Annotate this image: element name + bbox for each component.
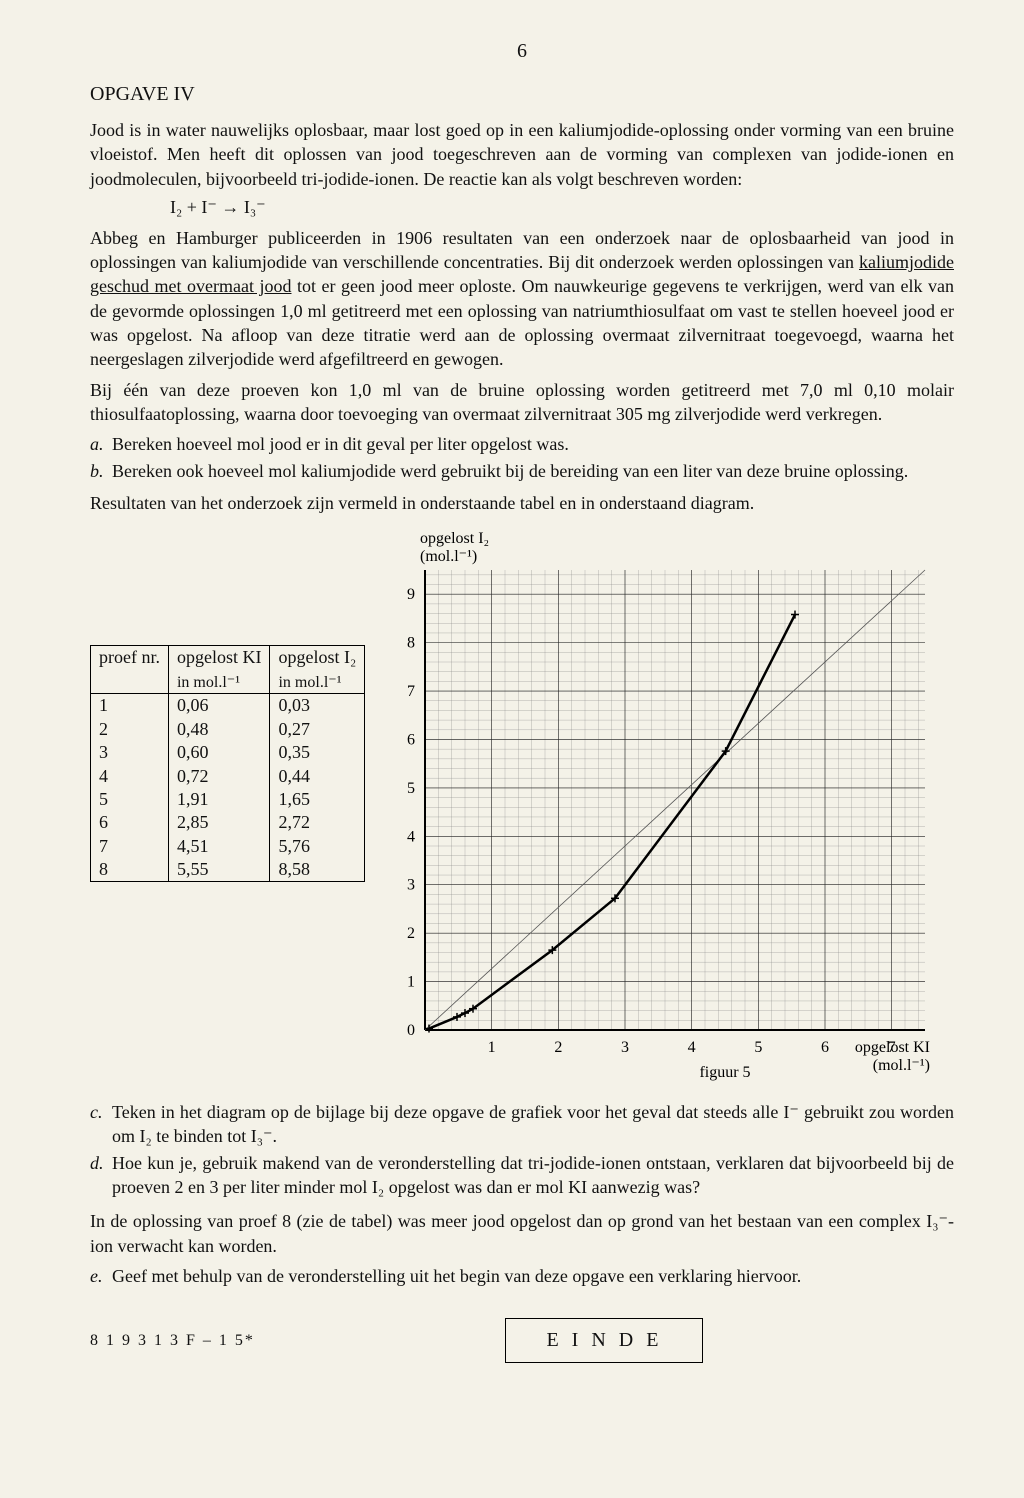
table-cell: 5,55 [168, 858, 270, 882]
question-e-text: Geef met behulp van de veronderstelling … [112, 1264, 954, 1288]
svg-text:1: 1 [407, 974, 415, 991]
table-cell: 0,06 [168, 694, 270, 718]
intro-paragraph-3: Bij één van deze proeven kon 1,0 ml van … [90, 378, 954, 427]
page: 6 OPGAVE IV Jood is in water nauwelijks … [0, 0, 1024, 1498]
para2a: Abbeg en Hamburger publiceerden in 1906 … [90, 228, 954, 272]
data-table: proef nr. opgelost KI in mol.l⁻¹ opgelos… [90, 645, 365, 882]
page-number: 6 [90, 40, 954, 63]
table-cell: 4,51 [168, 835, 270, 858]
reaction-equation: I₂ + I⁻ → I₃⁻ [170, 197, 954, 218]
question-a-text: Bereken hoeveel mol jood er in dit geval… [112, 432, 954, 456]
table-cell: 0,35 [270, 741, 365, 764]
question-e: e. Geef met behulp van de veronderstelli… [90, 1264, 954, 1288]
question-c-text: Teken in het diagram op de bijlage bij d… [112, 1100, 954, 1149]
table-cell: 1,65 [270, 788, 365, 811]
svg-text:1: 1 [488, 1039, 496, 1056]
table-cell: 0,48 [168, 718, 270, 741]
table-cell: 0,60 [168, 741, 270, 764]
table-row: 62,852,72 [91, 811, 365, 834]
svg-text:2: 2 [407, 925, 415, 942]
col2-line1: opgelost KI [177, 647, 262, 667]
svg-text:3: 3 [407, 877, 415, 894]
table-cell: 5 [91, 788, 169, 811]
svg-text:0: 0 [407, 1022, 415, 1039]
marker-b: b. [90, 459, 112, 483]
table-cell: 0,72 [168, 765, 270, 788]
svg-text:2: 2 [555, 1039, 563, 1056]
svg-text:(mol.l⁻¹): (mol.l⁻¹) [420, 548, 477, 565]
table-row: 10,060,03 [91, 694, 365, 718]
table-cell: 5,76 [270, 835, 365, 858]
table-cell: 7 [91, 835, 169, 858]
col2-line2: in mol.l⁻¹ [177, 674, 240, 691]
exercise-heading: OPGAVE IV [90, 83, 954, 106]
scatter-chart: opgelost I₂(mol.l⁻¹)12345670123456789fig… [375, 525, 935, 1085]
svg-text:6: 6 [821, 1039, 829, 1056]
table-cell: 8,58 [270, 858, 365, 882]
marker-a: a. [90, 432, 112, 456]
col-header-ki: opgelost KI in mol.l⁻¹ [168, 646, 270, 694]
table-cell: 4 [91, 765, 169, 788]
svg-text:3: 3 [621, 1039, 629, 1056]
question-d: d. Hoe kun je, gebruik makend van de ver… [90, 1151, 954, 1200]
table-row: 74,515,76 [91, 835, 365, 858]
marker-c: c. [90, 1100, 112, 1149]
col3-line1: opgelost I₂ [278, 647, 356, 667]
paragraph-5: In de oplossing van proef 8 (zie de tabe… [90, 1209, 954, 1258]
question-b: b. Bereken ook hoeveel mol kaliumjodide … [90, 459, 954, 483]
table-cell: 2,72 [270, 811, 365, 834]
svg-text:5: 5 [407, 780, 415, 797]
einde-box: E I N D E [505, 1318, 703, 1363]
question-b-text: Bereken ook hoeveel mol kaliumjodide wer… [112, 459, 954, 483]
svg-text:6: 6 [407, 732, 415, 749]
table-cell: 3 [91, 741, 169, 764]
table-row: 20,480,27 [91, 718, 365, 741]
table-cell: 0,03 [270, 694, 365, 718]
col-header-i2: opgelost I₂ in mol.l⁻¹ [270, 646, 365, 694]
table-row: 30,600,35 [91, 741, 365, 764]
chart-container: opgelost I₂(mol.l⁻¹)12345670123456789fig… [375, 525, 935, 1090]
table-row: 51,911,65 [91, 788, 365, 811]
table-cell: 1 [91, 694, 169, 718]
table-and-chart-row: proef nr. opgelost KI in mol.l⁻¹ opgelos… [90, 525, 954, 1090]
table-cell: 6 [91, 811, 169, 834]
svg-text:4: 4 [407, 828, 415, 845]
svg-text:9: 9 [407, 586, 415, 603]
table-cell: 2 [91, 718, 169, 741]
table-cell: 0,27 [270, 718, 365, 741]
svg-text:4: 4 [688, 1039, 696, 1056]
table-cell: 8 [91, 858, 169, 882]
table-row: 85,558,58 [91, 858, 365, 882]
intro-paragraph-1: Jood is in water nauwelijks oplosbaar, m… [90, 118, 954, 191]
table-row: 40,720,44 [91, 765, 365, 788]
col-header-proefnr: proef nr. [91, 646, 169, 694]
document-code: 8 1 9 3 1 3 F – 1 5* [90, 1332, 255, 1350]
svg-text:7: 7 [407, 683, 415, 700]
footer: 8 1 9 3 1 3 F – 1 5* E I N D E [90, 1318, 954, 1363]
table-cell: 1,91 [168, 788, 270, 811]
marker-d: d. [90, 1151, 112, 1200]
question-d-text: Hoe kun je, gebruik makend van de verond… [112, 1151, 954, 1200]
col3-line2: in mol.l⁻¹ [278, 674, 341, 691]
results-intro: Resultaten van het onderzoek zijn vermel… [90, 491, 954, 515]
svg-text:opgelost KI: opgelost KI [855, 1039, 930, 1056]
table-cell: 0,44 [270, 765, 365, 788]
marker-e: e. [90, 1264, 112, 1288]
intro-paragraph-2: Abbeg en Hamburger publiceerden in 1906 … [90, 226, 954, 372]
table-container: proef nr. opgelost KI in mol.l⁻¹ opgelos… [90, 525, 365, 882]
question-a: a. Bereken hoeveel mol jood er in dit ge… [90, 432, 954, 456]
svg-text:opgelost I₂: opgelost I₂ [420, 530, 489, 547]
table-cell: 2,85 [168, 811, 270, 834]
svg-text:figuur 5: figuur 5 [700, 1064, 751, 1081]
svg-text:8: 8 [407, 635, 415, 652]
question-c: c. Teken in het diagram op de bijlage bi… [90, 1100, 954, 1149]
svg-text:5: 5 [755, 1039, 763, 1056]
svg-text:(mol.l⁻¹): (mol.l⁻¹) [873, 1057, 930, 1074]
